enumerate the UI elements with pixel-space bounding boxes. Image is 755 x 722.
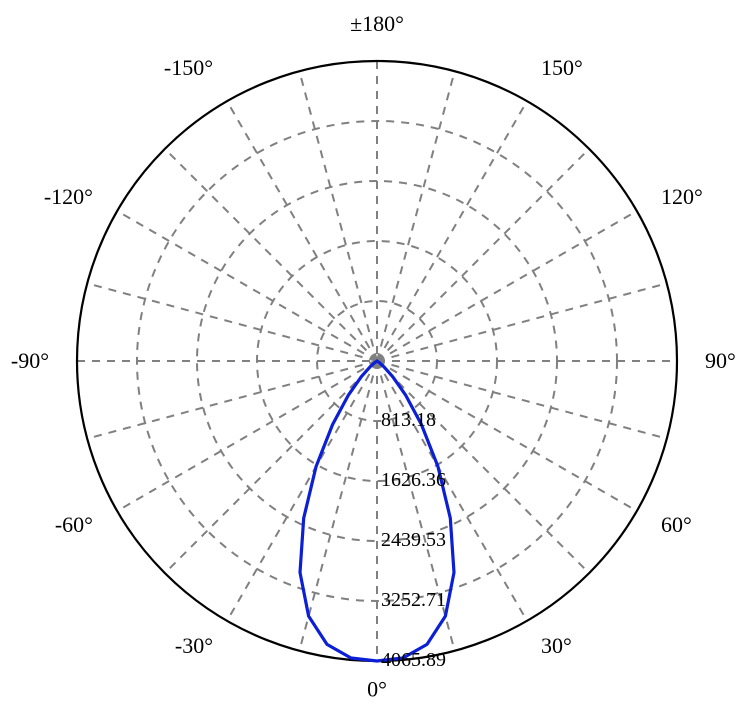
grid-spoke	[165, 149, 377, 361]
angle-label: -90°	[11, 348, 49, 373]
grid-spoke	[227, 101, 377, 361]
radial-label: 1626.36	[381, 469, 446, 491]
angle-label: 150°	[541, 55, 583, 80]
grid-spoke	[299, 71, 377, 361]
radial-label: 3252.71	[381, 589, 446, 611]
angle-label: -60°	[55, 512, 93, 537]
grid-spoke	[117, 211, 377, 361]
grid-spoke	[377, 283, 667, 361]
grid-spoke	[87, 283, 377, 361]
angle-label: 90°	[705, 348, 736, 373]
radial-label: 2439.53	[381, 529, 446, 551]
angle-label: 60°	[661, 512, 692, 537]
polar-chart: 813.18 1626.36 2439.53 3252.71 4065.89 ±180°…	[0, 0, 755, 722]
grid-spoke	[87, 361, 377, 439]
angle-label: -120°	[44, 184, 93, 209]
grid-spoke	[377, 149, 589, 361]
angle-label: ±180°	[350, 11, 404, 36]
radial-label: 813.18	[381, 409, 436, 431]
grid-spoke	[377, 71, 455, 361]
angle-label: 120°	[661, 184, 703, 209]
angle-label: -150°	[164, 55, 213, 80]
angle-label: -30°	[175, 633, 213, 658]
grid-spoke	[377, 101, 527, 361]
grid-spoke	[377, 211, 637, 361]
angle-label: 0°	[367, 677, 387, 702]
angle-label: 30°	[541, 633, 572, 658]
grid-spoke	[165, 361, 377, 573]
grid-spoke	[117, 361, 377, 511]
grid-spoke	[299, 361, 377, 651]
radial-label: 4065.89	[381, 649, 446, 671]
